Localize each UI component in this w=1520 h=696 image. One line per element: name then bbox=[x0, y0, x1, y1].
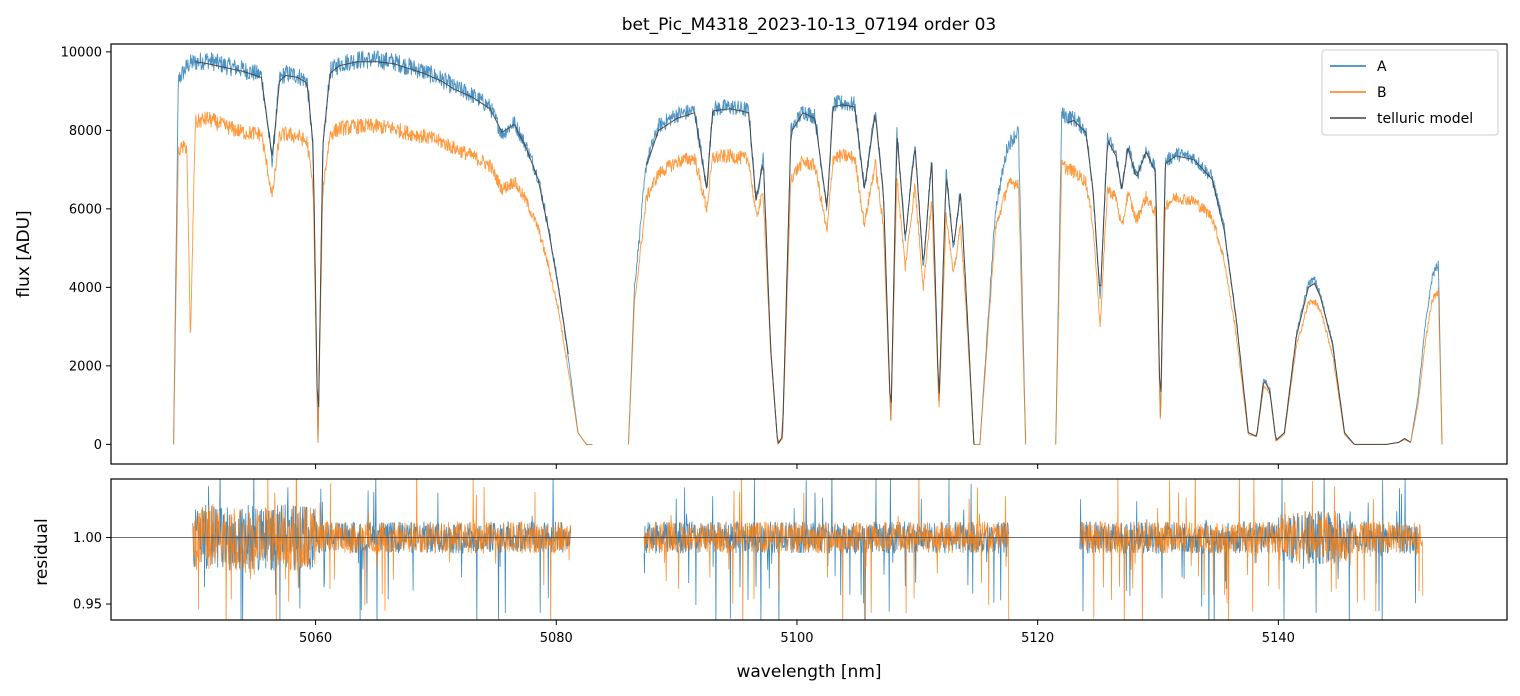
flux-series-b-line bbox=[173, 111, 593, 445]
legend-label-a: A bbox=[1377, 59, 1387, 75]
legend-label-b: B bbox=[1377, 85, 1387, 101]
flux-y-tick-label: 10000 bbox=[61, 45, 102, 60]
residual-panel: 0.95 1.00 5060 5080 5100 5120 5140 residual w… bbox=[32, 478, 1508, 682]
residual-y-tick-label: 1.00 bbox=[73, 531, 102, 546]
flux-series-telluric-model-line bbox=[646, 104, 975, 445]
flux-panel-frame bbox=[110, 43, 1508, 465]
residual-series-b-line bbox=[643, 479, 1010, 620]
flux-series bbox=[173, 50, 1443, 445]
residual-y-axis-label: residual bbox=[32, 518, 52, 585]
x-tick-label: 5120 bbox=[1021, 631, 1054, 646]
flux-series-telluric-model-line bbox=[1067, 119, 1411, 445]
flux-series-telluric-model-line bbox=[195, 61, 569, 408]
legend: A B telluric model bbox=[1321, 49, 1499, 136]
flux-y-tick-label: 0 bbox=[94, 438, 102, 453]
flux-y-tick-label: 6000 bbox=[69, 202, 102, 217]
chart-title: bet_Pic_M4318_2023-10-13_07194 order 03 bbox=[622, 15, 996, 35]
residual-series-b-line bbox=[192, 479, 572, 620]
residual-y-tick-label: 0.95 bbox=[73, 598, 102, 613]
x-tick-label: 5140 bbox=[1262, 631, 1295, 646]
flux-series-a-line bbox=[173, 50, 593, 445]
flux-y-axis-label: flux [ADU] bbox=[14, 210, 34, 297]
flux-y-ticks: 0 2000 4000 6000 8000 10000 bbox=[61, 45, 111, 453]
flux-series-b-line bbox=[1055, 159, 1443, 445]
flux-y-tick-label: 2000 bbox=[69, 359, 102, 374]
legend-frame bbox=[1321, 49, 1499, 136]
residual-series bbox=[192, 479, 1424, 620]
residual-x-ticks: 5060 5080 5100 5120 5140 bbox=[299, 620, 1295, 646]
flux-series-b-line bbox=[628, 148, 1027, 445]
flux-y-tick-label: 4000 bbox=[69, 281, 102, 296]
legend-label-telluric: telluric model bbox=[1377, 111, 1473, 127]
residual-series-b-line bbox=[1079, 479, 1424, 620]
residual-series-a-line bbox=[643, 479, 1010, 620]
flux-y-tick-label: 8000 bbox=[69, 124, 102, 139]
x-tick-label: 5100 bbox=[780, 631, 813, 646]
residual-y-ticks: 0.95 1.00 bbox=[73, 531, 111, 613]
x-tick-label: 5080 bbox=[540, 631, 573, 646]
x-axis-label: wavelength [nm] bbox=[736, 662, 881, 682]
flux-series-a-line bbox=[1055, 107, 1443, 445]
residual-panel-frame bbox=[110, 478, 1508, 621]
flux-x-ticks bbox=[315, 464, 1279, 469]
flux-series-a-line bbox=[628, 94, 1027, 445]
x-tick-label: 5060 bbox=[299, 631, 332, 646]
flux-panel: 0 2000 4000 6000 8000 10000 flux [ADU] A B te… bbox=[14, 43, 1508, 469]
